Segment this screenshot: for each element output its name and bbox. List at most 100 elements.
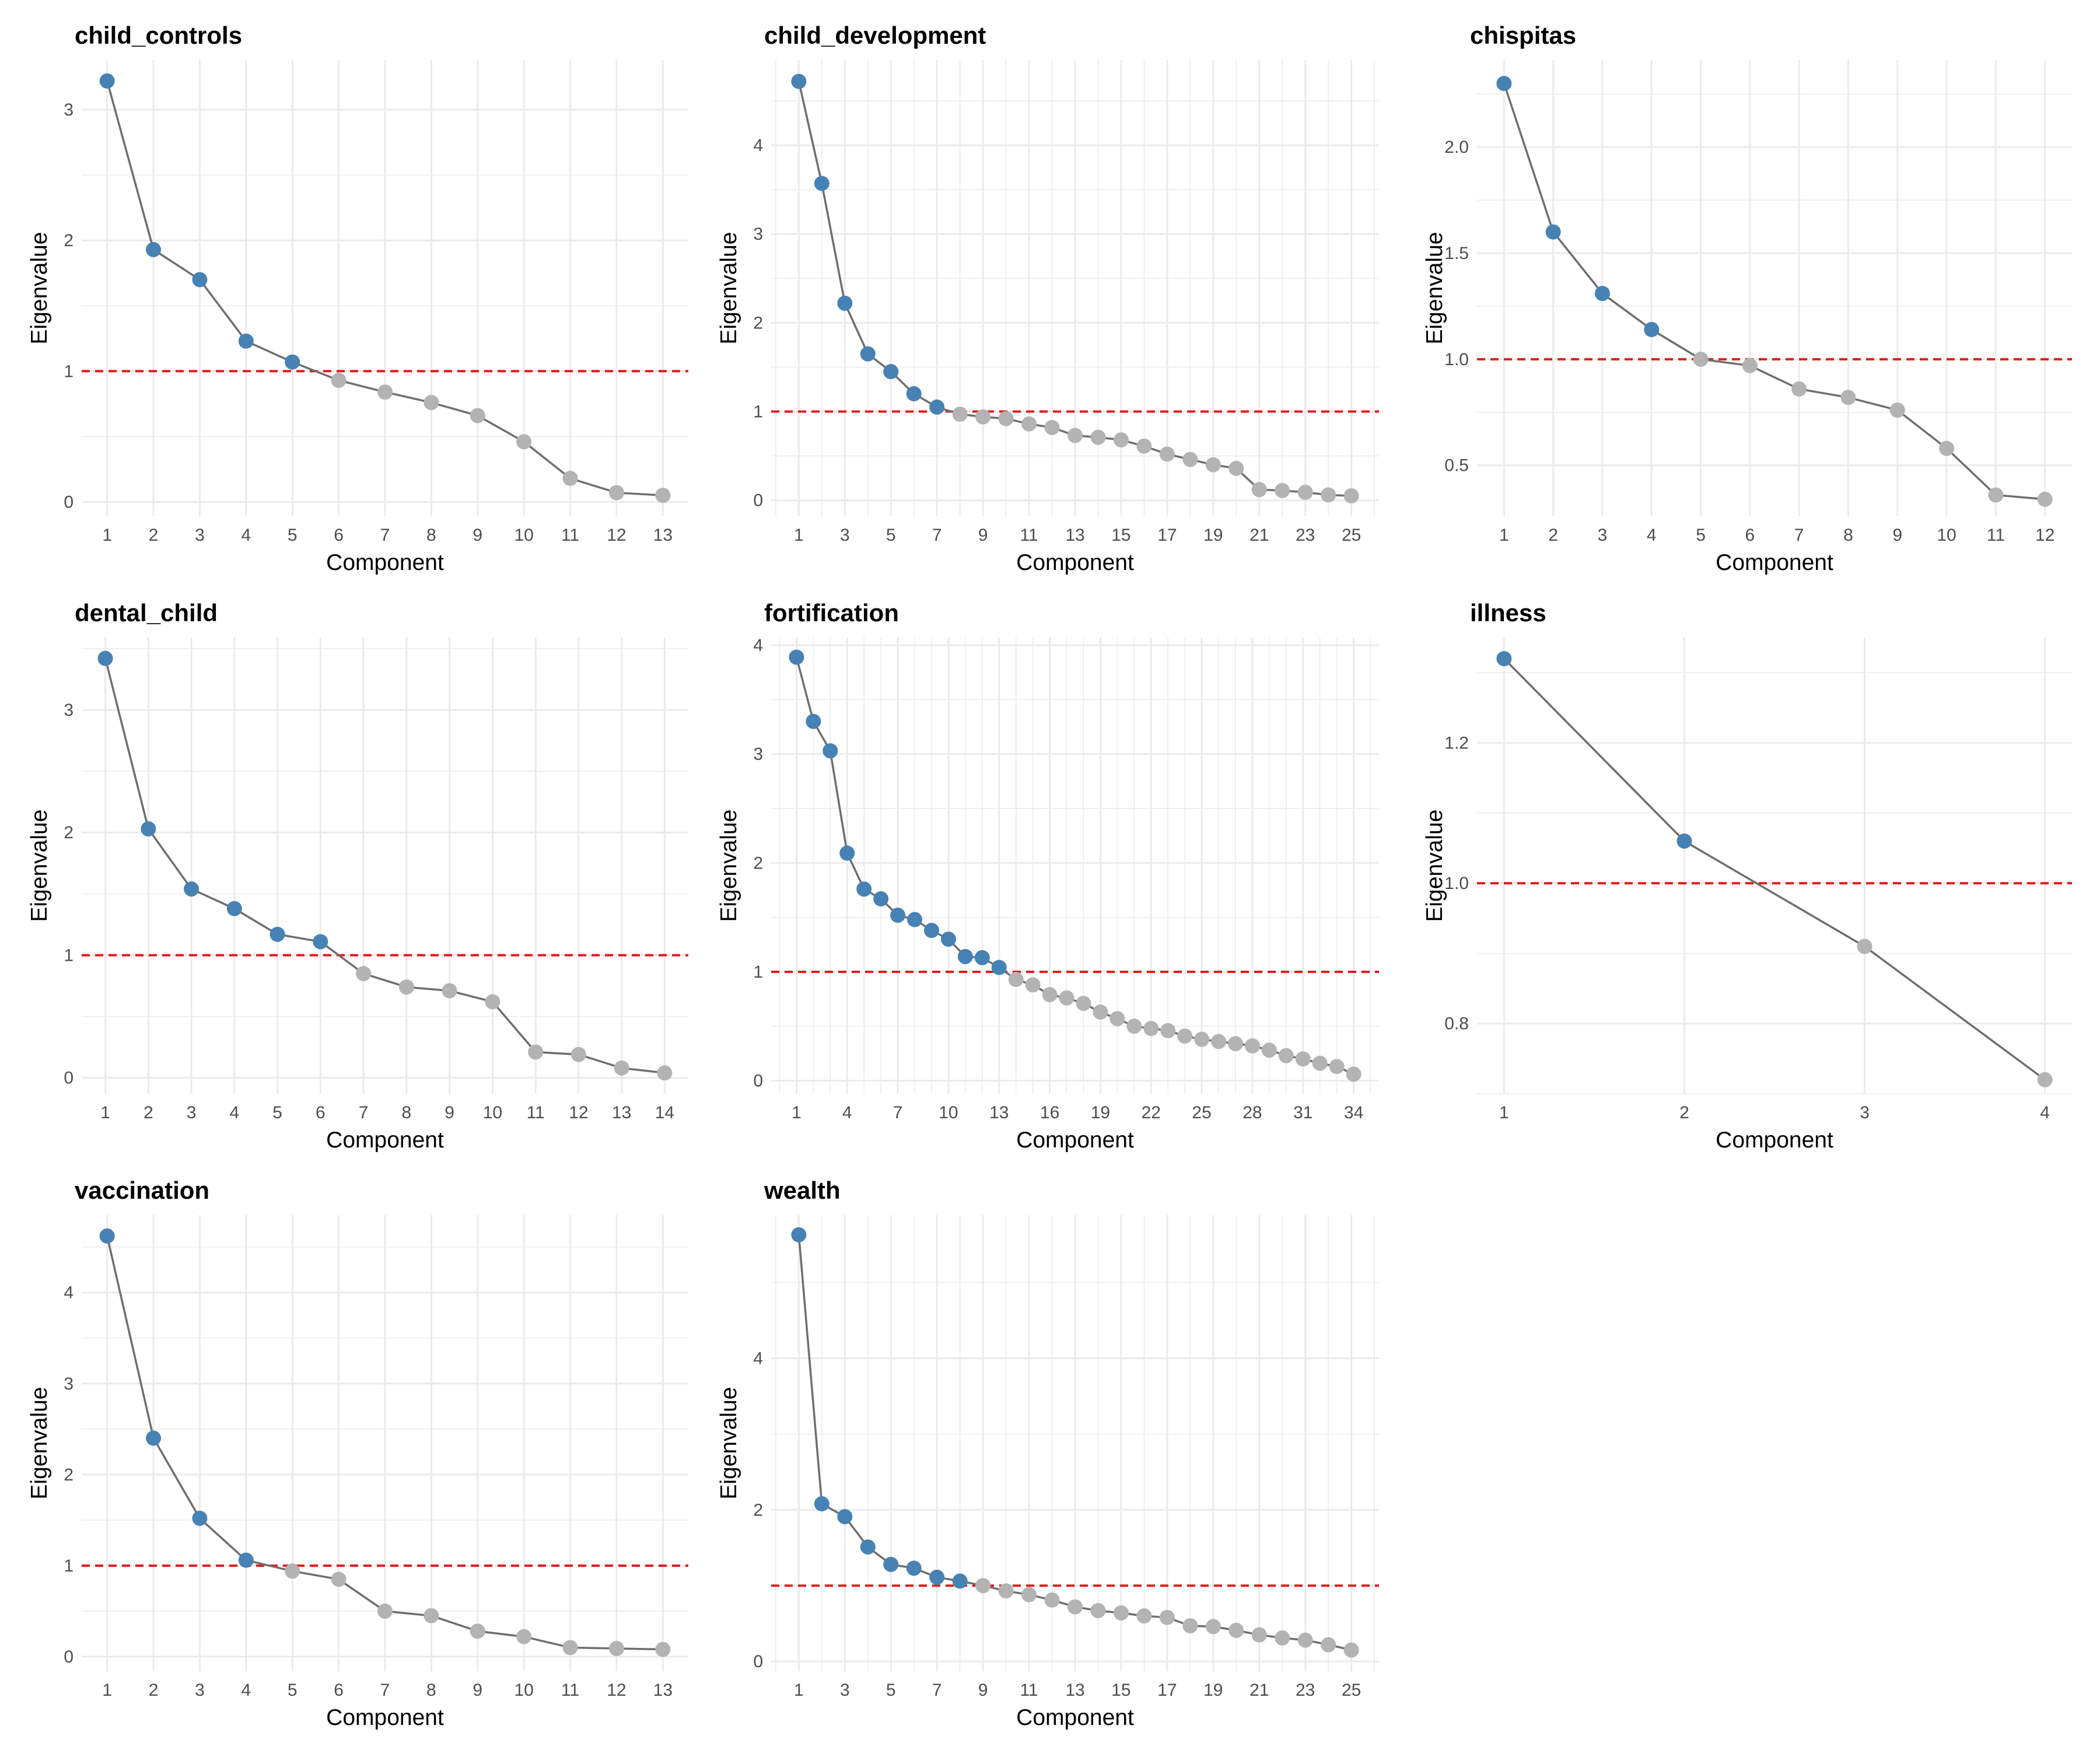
data-point <box>516 1629 532 1644</box>
series-line <box>795 657 1354 1075</box>
x-tick-label: 17 <box>1157 1681 1177 1700</box>
x-tick-label: 6 <box>334 526 344 545</box>
data-point <box>923 923 939 939</box>
data-point <box>856 881 872 897</box>
x-tick-label: 5 <box>1696 526 1706 545</box>
x-axis-label: Component <box>1716 1128 1833 1153</box>
data-point <box>806 713 821 729</box>
x-tick-label: 10 <box>514 526 533 545</box>
x-tick-label: 11 <box>561 526 579 545</box>
data-point <box>1988 487 2004 503</box>
x-tick-label: 4 <box>241 526 251 545</box>
x-tick-label: 6 <box>334 1681 344 1700</box>
data-point <box>975 1578 991 1594</box>
data-point <box>377 1603 393 1619</box>
x-tick-label: 1 <box>794 1681 804 1700</box>
data-point <box>839 845 855 861</box>
data-point <box>1343 1642 1359 1658</box>
y-tick-label: 0 <box>753 491 763 510</box>
data-point <box>356 965 372 981</box>
x-tick-label: 3 <box>187 1103 197 1122</box>
y-tick-label: 0 <box>753 1072 763 1091</box>
x-tick-label: 12 <box>569 1103 588 1122</box>
data-point <box>97 650 113 666</box>
y-axis-label: Eigenvalue <box>716 1387 741 1500</box>
x-axis-label: Component <box>326 1705 444 1730</box>
x-tick-label: 10 <box>939 1103 958 1122</box>
y-tick-label: 3 <box>753 745 763 764</box>
panel-title: chispitas <box>1470 22 1576 49</box>
x-tick-label: 13 <box>612 1103 631 1122</box>
x-tick-label: 7 <box>380 526 390 545</box>
y-tick-label: 0 <box>64 492 74 512</box>
data-point <box>1251 1627 1267 1643</box>
data-point <box>1143 1021 1159 1037</box>
x-tick-label: 7 <box>359 1103 369 1122</box>
y-tick-label: 2 <box>753 313 763 332</box>
data-point <box>1008 972 1024 988</box>
x-tick-label: 31 <box>1293 1103 1312 1122</box>
x-tick-label: 5 <box>886 1681 896 1700</box>
data-point <box>998 411 1014 426</box>
x-tick-label: 1 <box>1499 1103 1509 1122</box>
data-point <box>1177 1028 1193 1044</box>
x-tick-label: 5 <box>272 1103 282 1122</box>
data-point <box>906 1560 922 1576</box>
data-point <box>1182 1618 1198 1634</box>
data-point <box>1251 482 1267 498</box>
y-tick-label: 4 <box>753 1349 763 1368</box>
x-tick-label: 3 <box>840 1681 850 1700</box>
data-point <box>1090 1603 1106 1619</box>
data-point <box>1042 987 1058 1003</box>
x-tick-label: 7 <box>893 1103 903 1122</box>
data-point <box>1227 1036 1243 1052</box>
data-point <box>192 1510 208 1526</box>
x-tick-label: 2 <box>149 1681 159 1700</box>
x-tick-label: 12 <box>607 1681 626 1700</box>
data-point <box>1278 1048 1294 1063</box>
x-tick-label: 13 <box>653 1681 673 1700</box>
data-point <box>238 1552 254 1568</box>
x-tick-label: 9 <box>473 1681 482 1700</box>
y-tick-label: 2 <box>64 823 74 842</box>
x-tick-label: 6 <box>1745 526 1755 545</box>
data-point <box>1676 833 1692 849</box>
x-tick-label: 23 <box>1296 526 1315 545</box>
data-point <box>957 949 973 964</box>
data-point <box>1194 1031 1210 1047</box>
series-line <box>104 658 665 1074</box>
x-tick-label: 3 <box>1860 1103 1870 1122</box>
series-line <box>1503 657 2046 1081</box>
x-tick-label: 8 <box>426 1681 436 1700</box>
data-point <box>789 649 804 665</box>
x-tick-label: 13 <box>989 1103 1009 1122</box>
x-tick-label: 25 <box>1342 1681 1361 1700</box>
data-point <box>1160 1023 1176 1038</box>
x-tick-label: 2 <box>1548 526 1558 545</box>
data-point <box>238 333 254 349</box>
data-point <box>285 1563 300 1579</box>
data-point <box>1496 651 1512 667</box>
y-tick-label: 3 <box>64 100 74 120</box>
x-tick-label: 2 <box>149 526 159 545</box>
x-tick-label: 1 <box>794 526 804 545</box>
y-tick-label: 1.2 <box>1444 733 1469 752</box>
data-point <box>1889 402 1905 418</box>
panel-title: fortification <box>764 599 899 626</box>
data-point <box>907 912 923 928</box>
x-tick-label: 3 <box>840 526 850 545</box>
data-point <box>1044 1592 1060 1608</box>
data-point <box>814 1496 830 1511</box>
x-tick-label: 9 <box>978 526 988 545</box>
data-point <box>952 407 968 422</box>
data-point <box>331 1572 346 1587</box>
x-tick-label: 19 <box>1091 1103 1110 1122</box>
data-point <box>860 1539 876 1555</box>
data-point <box>570 1046 586 1062</box>
y-tick-label: 4 <box>753 636 763 655</box>
x-tick-label: 13 <box>653 526 673 545</box>
data-point <box>998 1583 1014 1599</box>
data-point <box>1076 996 1091 1012</box>
